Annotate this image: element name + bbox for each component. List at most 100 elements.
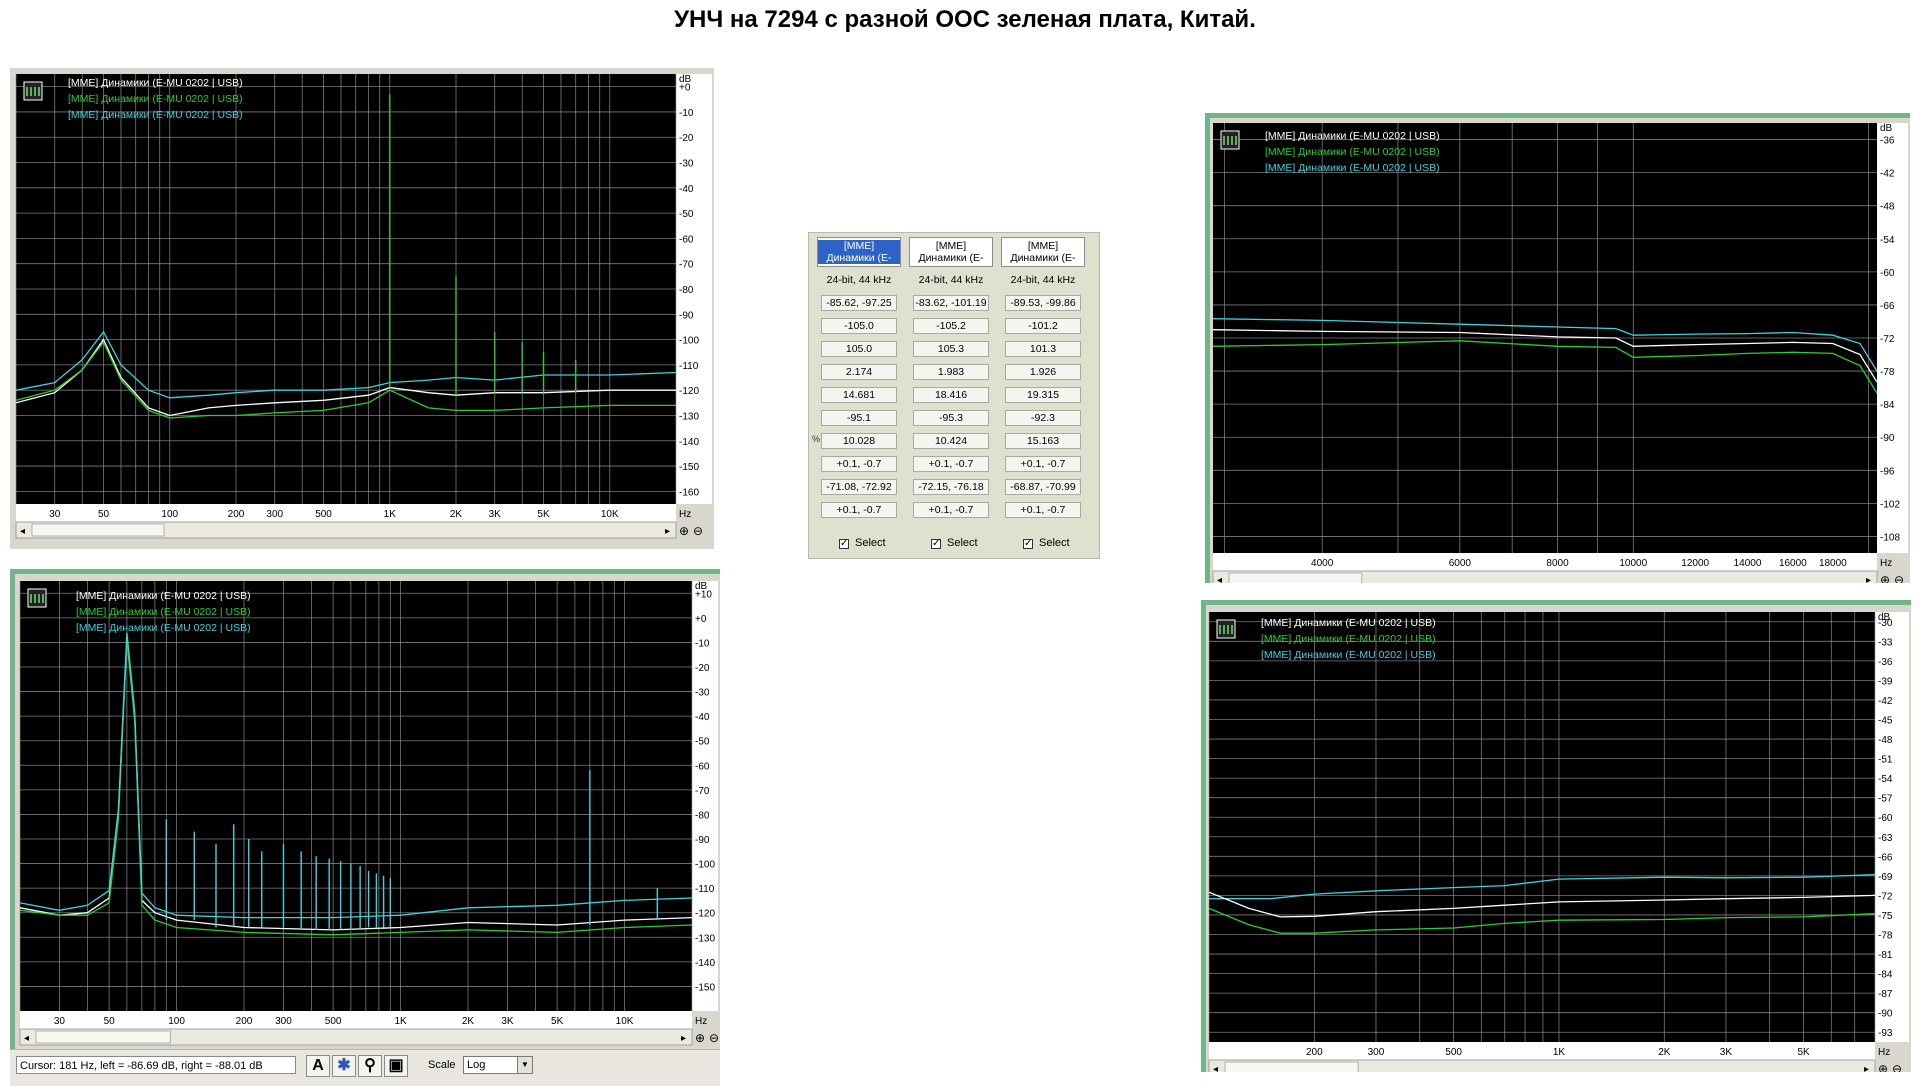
x-axis-strip <box>16 504 676 522</box>
select-label[interactable]: Select <box>855 537 886 549</box>
spectrum-panel-bottom-left: ◂ ▸ ⊕ ⊖ +10 +0 -10 -20 -30 -40 -50 -60 -70 -80 -90 -100… <box>10 569 720 1049</box>
result-cell: +0.1, -0.7 <box>821 456 897 472</box>
result-cell: 1.926 <box>1005 364 1081 380</box>
y-axis-strip <box>1877 123 1908 553</box>
result-cell: 10.424 <box>913 433 989 449</box>
column-header[interactable]: [MME] Динамики (E- <box>817 237 901 267</box>
y-tick-label: -69 <box>1878 872 1893 883</box>
y-tick-label: -80 <box>695 810 710 821</box>
cursor-readout: Cursor: 181 Hz, left = -86.69 dB, right … <box>16 1056 296 1074</box>
scale-select-value: Log <box>467 1059 486 1071</box>
series-line-2 <box>1209 891 1875 918</box>
analyzer-icon <box>1216 619 1236 639</box>
y-tick-label: -140 <box>679 437 699 448</box>
series-line-1 <box>1213 318 1877 372</box>
scroll-right-arrow[interactable]: ▸ <box>665 526 670 537</box>
result-cell: -85.62, -97.25 <box>821 295 897 311</box>
y-tick-label: -30 <box>1878 618 1893 629</box>
y-tick-label: -10 <box>679 108 694 119</box>
scrollbar-track[interactable] <box>15 521 677 539</box>
zoom-in-icon[interactable]: ⊕ <box>1878 1062 1888 1072</box>
x-tick-label: 10K <box>616 1016 634 1027</box>
scrollbar-track[interactable] <box>19 1028 693 1046</box>
select-label[interactable]: Select <box>1039 537 1070 549</box>
y-tick-label: -60 <box>679 234 694 245</box>
result-cell: +0.1, -0.7 <box>821 502 897 518</box>
result-cell: -105.2 <box>913 318 989 334</box>
scrollbar-thumb[interactable] <box>31 523 165 537</box>
zoom-out-icon[interactable]: ⊖ <box>1892 1062 1902 1072</box>
x-tick-label: 4000 <box>1311 558 1334 569</box>
y-tick-label: -100 <box>679 336 699 347</box>
scale-select[interactable]: Log ▼ <box>463 1056 533 1074</box>
panel-accent-top <box>1201 600 1911 605</box>
select-checkbox[interactable]: ✓ <box>931 538 941 549</box>
scroll-left-arrow[interactable]: ◂ <box>1217 575 1222 583</box>
spectrum-chart-top-left: ◂ ▸ ⊕ ⊖ +0 -10 -20 -30 -40 -50 -60 -70 -80 -90 -100 -11… <box>10 68 714 549</box>
y-tick-label: +0 <box>679 83 691 94</box>
legend-entry-1: [MME] Динамики (E-MU 0202 | USB) <box>1265 130 1440 142</box>
y-tick-label: -42 <box>1878 696 1893 707</box>
column-header-line1: [MME] <box>1027 240 1059 252</box>
y-axis-strip <box>1875 612 1909 1042</box>
y-tick-label: -33 <box>1878 637 1893 648</box>
select-label[interactable]: Select <box>947 537 978 549</box>
scroll-left-arrow[interactable]: ◂ <box>20 526 25 537</box>
settings-gear-button[interactable]: ✱ <box>332 1055 356 1077</box>
x-tick-label: 200 <box>236 1016 253 1027</box>
zoom-in-icon[interactable]: ⊕ <box>1880 573 1890 583</box>
result-cell: 19.315 <box>1005 387 1081 403</box>
zoom-out-icon[interactable]: ⊖ <box>693 524 703 538</box>
select-checkbox[interactable]: ✓ <box>1023 538 1033 549</box>
x-tick-label: 500 <box>1445 1047 1462 1058</box>
y-tick-label: -78 <box>1878 931 1893 942</box>
zoom-in-icon[interactable]: ⊕ <box>695 1031 705 1045</box>
y-tick-label: -40 <box>695 712 710 723</box>
status-bar: Cursor: 181 Hz, left = -86.69 dB, right … <box>10 1049 720 1086</box>
analyzer-icon <box>27 588 47 608</box>
y-tick-label: -150 <box>695 982 715 993</box>
zoom-tool-button[interactable]: ⚲ <box>358 1055 382 1077</box>
scrollbar-thumb[interactable] <box>1224 1061 1359 1072</box>
scroll-right-arrow[interactable]: ▸ <box>681 1033 686 1044</box>
legend-entry-3: [MME] Динамики (E-MU 0202 | USB) <box>1261 649 1436 661</box>
zoom-out-icon[interactable]: ⊖ <box>1894 573 1904 583</box>
plot-area <box>20 581 692 1011</box>
x-tick-label: 30 <box>54 1016 66 1027</box>
y-tick-label: -90 <box>1878 1009 1893 1020</box>
x-tick-label: 2K <box>462 1016 475 1027</box>
y-tick-label: -87 <box>1878 989 1893 1000</box>
select-checkbox[interactable]: ✓ <box>839 538 849 549</box>
y-tick-label: -66 <box>1878 852 1893 863</box>
results-column-2: [MME] Динамики (E- 24-bit, 44 kHz -83.62, -… <box>909 237 993 549</box>
scrollbar-track[interactable] <box>1208 1059 1876 1072</box>
series-line-2 <box>16 340 676 419</box>
scroll-right-arrow[interactable]: ▸ <box>1864 1064 1869 1072</box>
result-cell: 18.416 <box>913 387 989 403</box>
y-tick-label: -150 <box>679 462 699 473</box>
text-tool-button[interactable]: A <box>306 1055 330 1077</box>
result-cell: -92.3 <box>1005 410 1081 426</box>
scroll-right-arrow[interactable]: ▸ <box>1866 575 1871 583</box>
result-cell: -105.0 <box>821 318 897 334</box>
column-header[interactable]: [MME] Динамики (E- <box>909 237 993 267</box>
zoom-in-icon[interactable]: ⊕ <box>679 524 689 538</box>
y-tick-label: -40 <box>679 184 694 195</box>
y-unit-label: dB <box>679 74 692 85</box>
scroll-left-arrow[interactable]: ◂ <box>24 1033 29 1044</box>
scrollbar-track[interactable] <box>1212 570 1878 583</box>
series-line-1 <box>20 637 692 931</box>
zoom-out-icon[interactable]: ⊖ <box>709 1031 719 1045</box>
scrollbar-thumb[interactable] <box>1228 572 1363 583</box>
result-cell: +0.1, -0.7 <box>913 502 989 518</box>
y-axis-strip <box>676 74 712 504</box>
y-tick-label: -90 <box>1880 433 1895 444</box>
legend-entry-2: [MME] Динамики (E-MU 0202 | USB) <box>1265 146 1440 158</box>
y-tick-label: -110 <box>695 884 715 895</box>
scroll-left-arrow[interactable]: ◂ <box>1213 1064 1218 1072</box>
save-button[interactable]: ▣ <box>384 1055 408 1077</box>
column-header[interactable]: [MME] Динамики (E- <box>1001 237 1085 267</box>
y-tick-label: -30 <box>679 159 694 170</box>
scrollbar-thumb[interactable] <box>35 1030 171 1044</box>
x-tick-label: 500 <box>325 1016 342 1027</box>
